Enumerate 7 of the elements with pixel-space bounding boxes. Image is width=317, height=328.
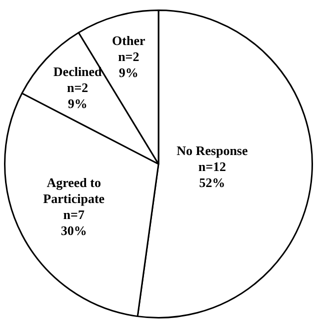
data-label: n=12 52% xyxy=(198,159,226,190)
data-label: n=2 9% xyxy=(118,48,140,80)
slice-label: Other xyxy=(112,32,146,48)
data-label: n=7 30% xyxy=(60,207,87,238)
slice-label: No Response xyxy=(176,143,248,158)
slice-label: Declined xyxy=(53,64,103,79)
data-label: n=2 9% xyxy=(67,80,88,111)
